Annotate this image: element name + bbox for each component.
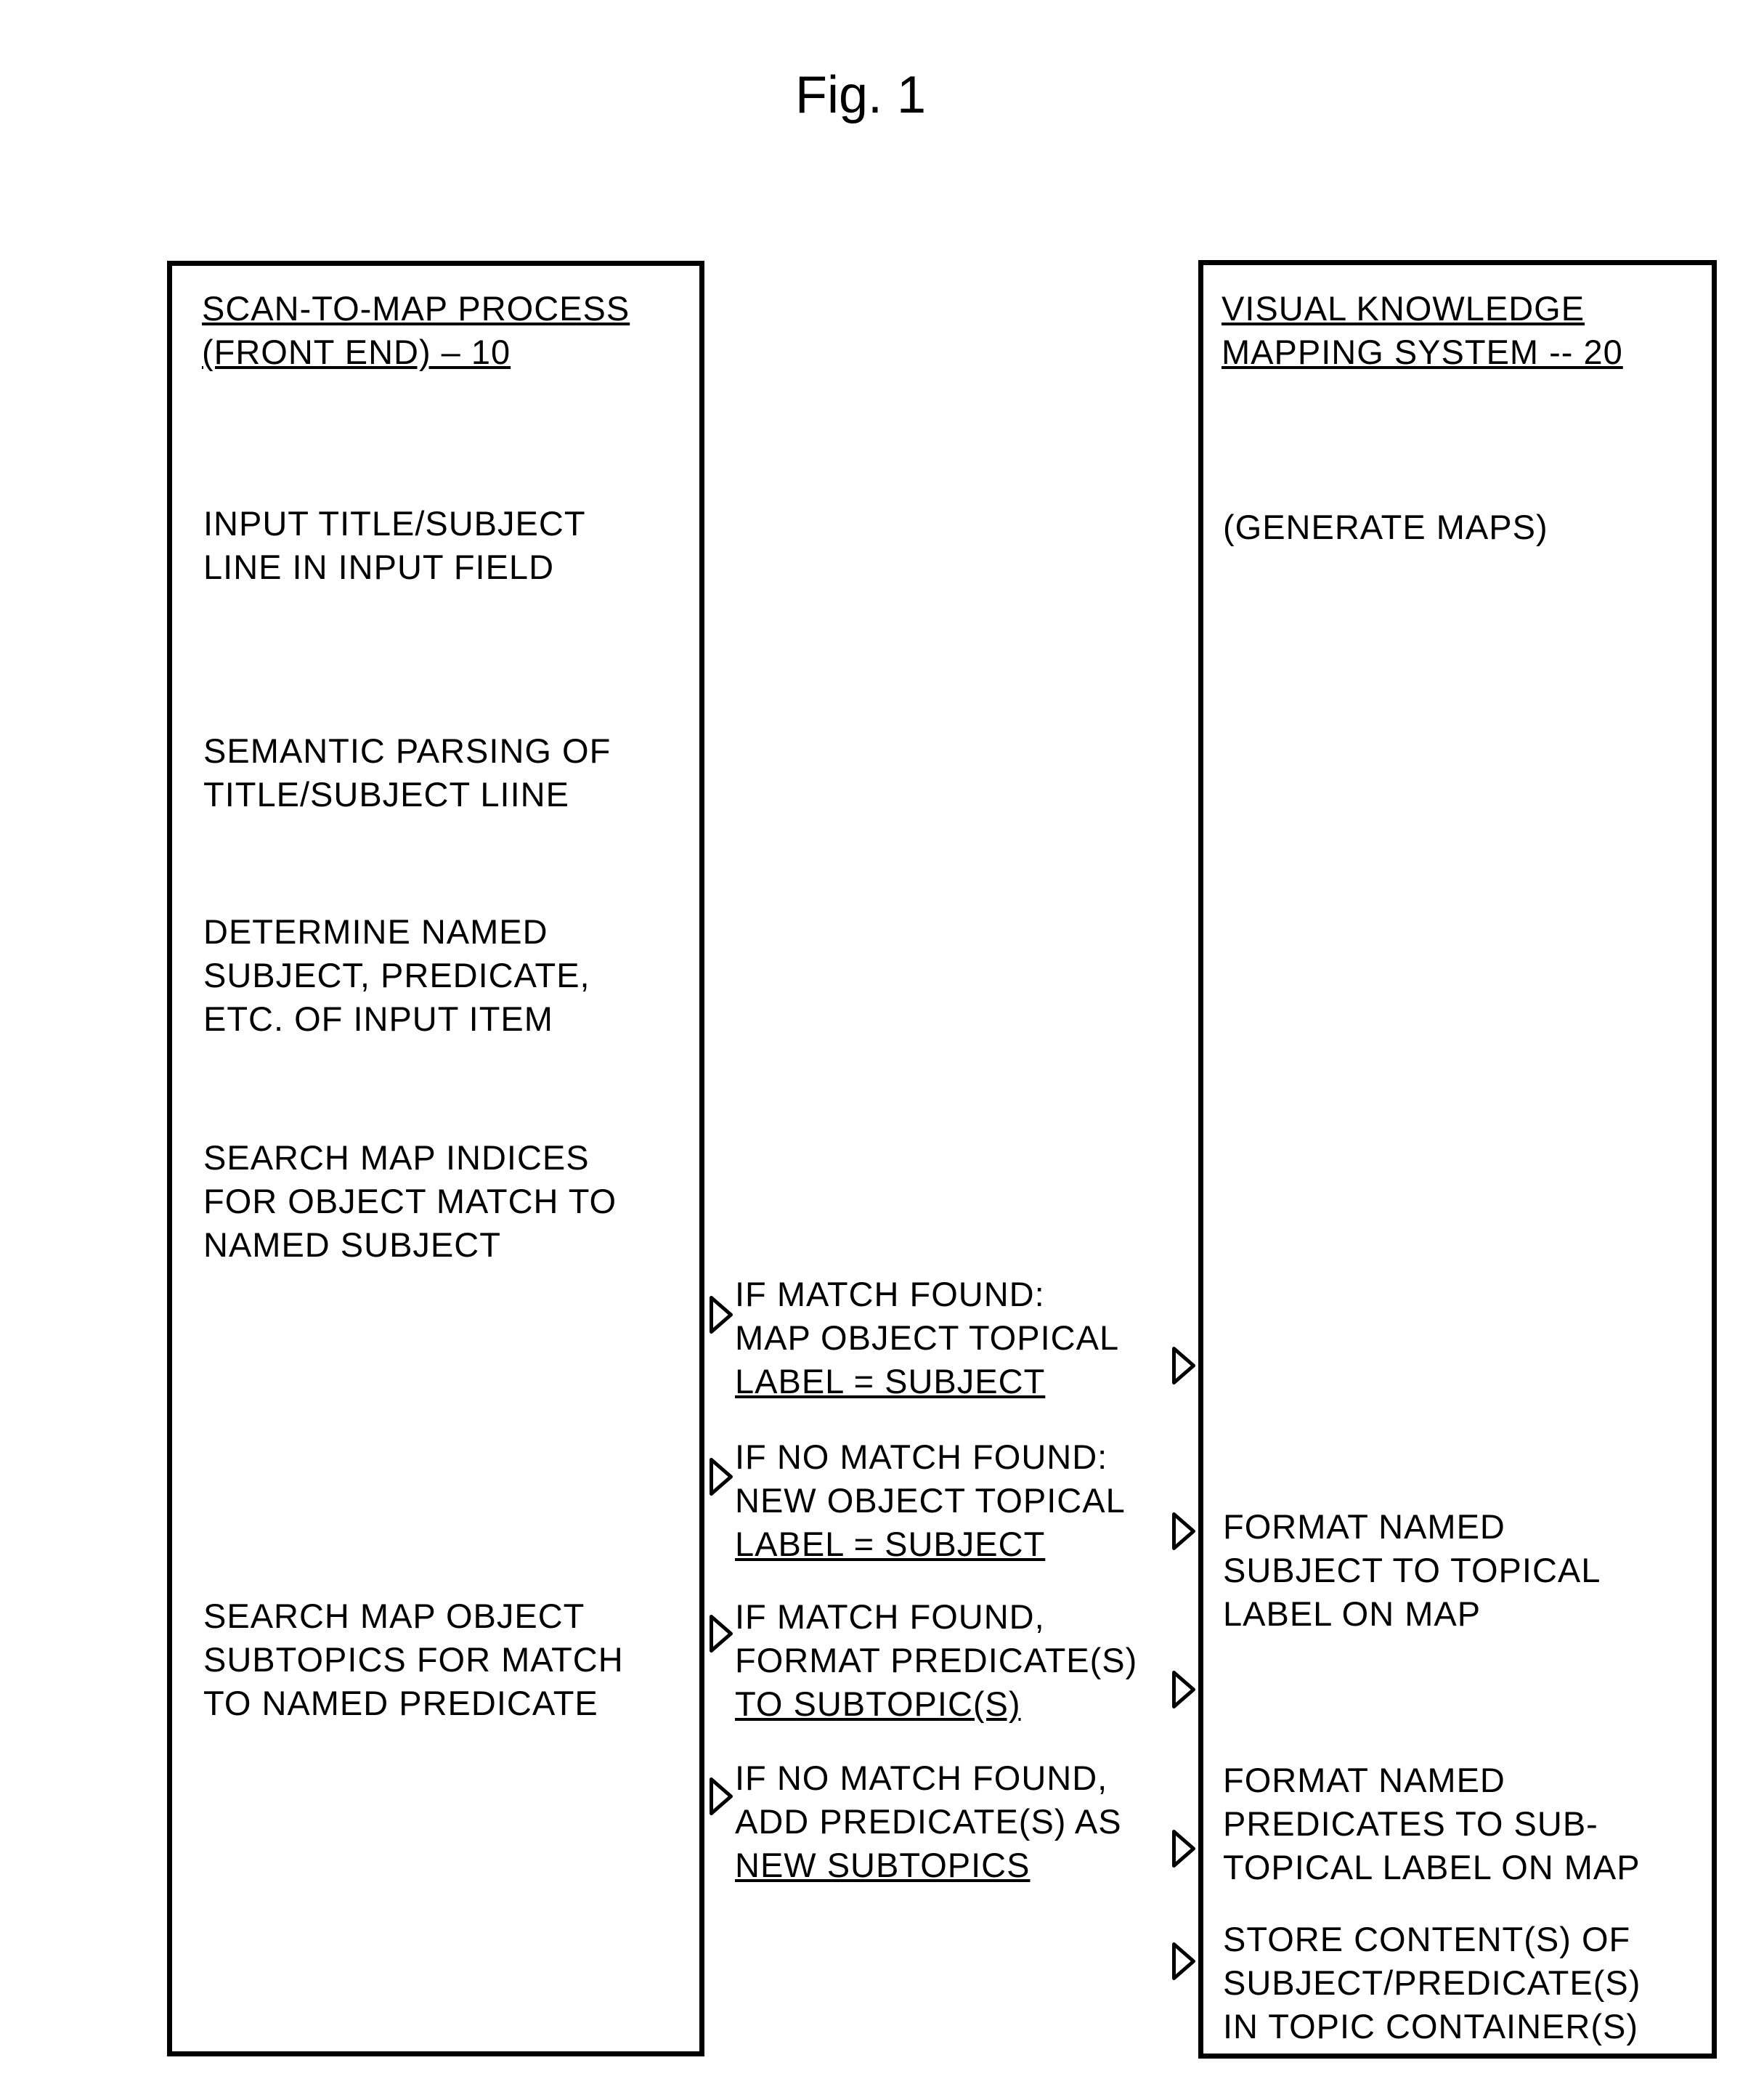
step-line: IF NO MATCH FOUND, [735, 1759, 1107, 1797]
right-column-header: VISUAL KNOWLEDGE MAPPING SYSTEM -- 20 [1222, 287, 1623, 374]
process-step-semantic-parsing: SEMANTIC PARSING OF TITLE/SUBJECT LIINE [203, 729, 611, 816]
step-line: (GENERATE MAPS) [1223, 508, 1548, 546]
right-header-line1: VISUAL KNOWLEDGE [1222, 289, 1585, 328]
step-line: SUBJECT TO TOPICAL [1223, 1551, 1601, 1589]
process-step-input-title: INPUT TITLE/SUBJECT LINE IN INPUT FIELD [203, 502, 586, 589]
step-line: SEARCH MAP OBJECT [203, 1597, 585, 1635]
flow-arrow-icon [708, 1294, 734, 1335]
step-line: PREDICATES TO SUB- [1223, 1804, 1598, 1843]
figure-title: Fig. 1 [795, 65, 926, 125]
flow-arrow-icon [708, 1776, 734, 1817]
step-line: STORE CONTENT(S) OF [1223, 1920, 1630, 1958]
step-line: TO NAMED PREDICATE [203, 1684, 598, 1722]
step-line: IF MATCH FOUND, [735, 1597, 1045, 1636]
step-line: NEW SUBTOPICS [735, 1846, 1030, 1884]
step-line: LABEL ON MAP [1223, 1594, 1481, 1633]
step-line: SEMANTIC PARSING OF [203, 731, 611, 770]
flow-arrow-icon [708, 1613, 734, 1654]
left-column-header: SCAN-TO-MAP PROCESS (FRONT END) – 10 [202, 287, 630, 374]
process-step-format-subject: FORMAT NAMED SUBJECT TO TOPICAL LABEL ON M… [1223, 1505, 1601, 1636]
step-line: LABEL = SUBJECT [735, 1362, 1045, 1400]
process-step-match-found-2: IF MATCH FOUND, FORMAT PREDICATE(S) TO SUB… [735, 1595, 1137, 1726]
step-line: SEARCH MAP INDICES [203, 1138, 590, 1177]
flow-arrow-icon [1171, 1511, 1197, 1552]
step-line: TITLE/SUBJECT LIINE [203, 775, 569, 814]
step-line: MAP OBJECT TOPICAL [735, 1318, 1119, 1357]
process-step-search-map-indices: SEARCH MAP INDICES FOR OBJECT MATCH TO NAM… [203, 1136, 617, 1267]
left-header-line1: SCAN-TO-MAP PROCESS [202, 289, 630, 328]
right-header-line2: MAPPING SYSTEM -- 20 [1222, 333, 1623, 371]
step-line: FORMAT NAMED [1223, 1507, 1505, 1546]
flow-arrow-icon [1171, 1941, 1197, 1982]
step-line: ETC. OF INPUT ITEM [203, 1000, 553, 1038]
step-line: IN TOPIC CONTAINER(S) [1223, 2007, 1638, 2046]
left-header-line2: (FRONT END) – 10 [202, 333, 511, 371]
step-line: ADD PREDICATE(S) AS [735, 1802, 1122, 1841]
step-line: DETERMINE NAMED [203, 912, 548, 951]
step-line: FORMAT NAMED [1223, 1761, 1505, 1799]
flow-arrow-icon [1171, 1345, 1197, 1386]
step-line: FOR OBJECT MATCH TO [203, 1182, 617, 1220]
step-line: LINE IN INPUT FIELD [203, 548, 554, 586]
process-step-determine-named: DETERMINE NAMED SUBJECT, PREDICATE, ETC. O… [203, 910, 590, 1041]
step-line: FORMAT PREDICATE(S) [735, 1641, 1137, 1679]
process-step-no-match-1: IF NO MATCH FOUND: NEW OBJECT TOPICAL LABE… [735, 1435, 1126, 1566]
step-line: SUBJECT/PREDICATE(S) [1223, 1963, 1641, 2002]
process-step-generate-maps: (GENERATE MAPS) [1223, 506, 1548, 549]
step-line: SUBTOPICS FOR MATCH [203, 1640, 624, 1679]
step-line: SUBJECT, PREDICATE, [203, 956, 590, 994]
step-line: NAMED SUBJECT [203, 1225, 501, 1264]
process-step-store-contents: STORE CONTENT(S) OF SUBJECT/PREDICATE(S) I… [1223, 1918, 1641, 2048]
step-line: TO SUBTOPIC(S) [735, 1685, 1021, 1723]
flow-arrow-icon [708, 1456, 734, 1497]
step-line: TOPICAL LABEL ON MAP [1223, 1848, 1641, 1886]
process-step-no-match-2: IF NO MATCH FOUND, ADD PREDICATE(S) AS NEW… [735, 1756, 1122, 1887]
step-line: IF NO MATCH FOUND: [735, 1438, 1107, 1476]
process-step-format-predicates: FORMAT NAMED PREDICATES TO SUB- TOPICAL LA… [1223, 1759, 1641, 1889]
process-step-match-found-1: IF MATCH FOUND: MAP OBJECT TOPICAL LABEL =… [735, 1273, 1119, 1403]
flow-arrow-icon [1171, 1828, 1197, 1869]
step-line: INPUT TITLE/SUBJECT [203, 504, 586, 543]
step-line: LABEL = SUBJECT [735, 1525, 1045, 1563]
step-line: IF MATCH FOUND: [735, 1275, 1045, 1313]
flow-arrow-icon [1171, 1669, 1197, 1710]
step-line: NEW OBJECT TOPICAL [735, 1481, 1126, 1520]
process-step-search-map-object: SEARCH MAP OBJECT SUBTOPICS FOR MATCH TO N… [203, 1594, 624, 1725]
